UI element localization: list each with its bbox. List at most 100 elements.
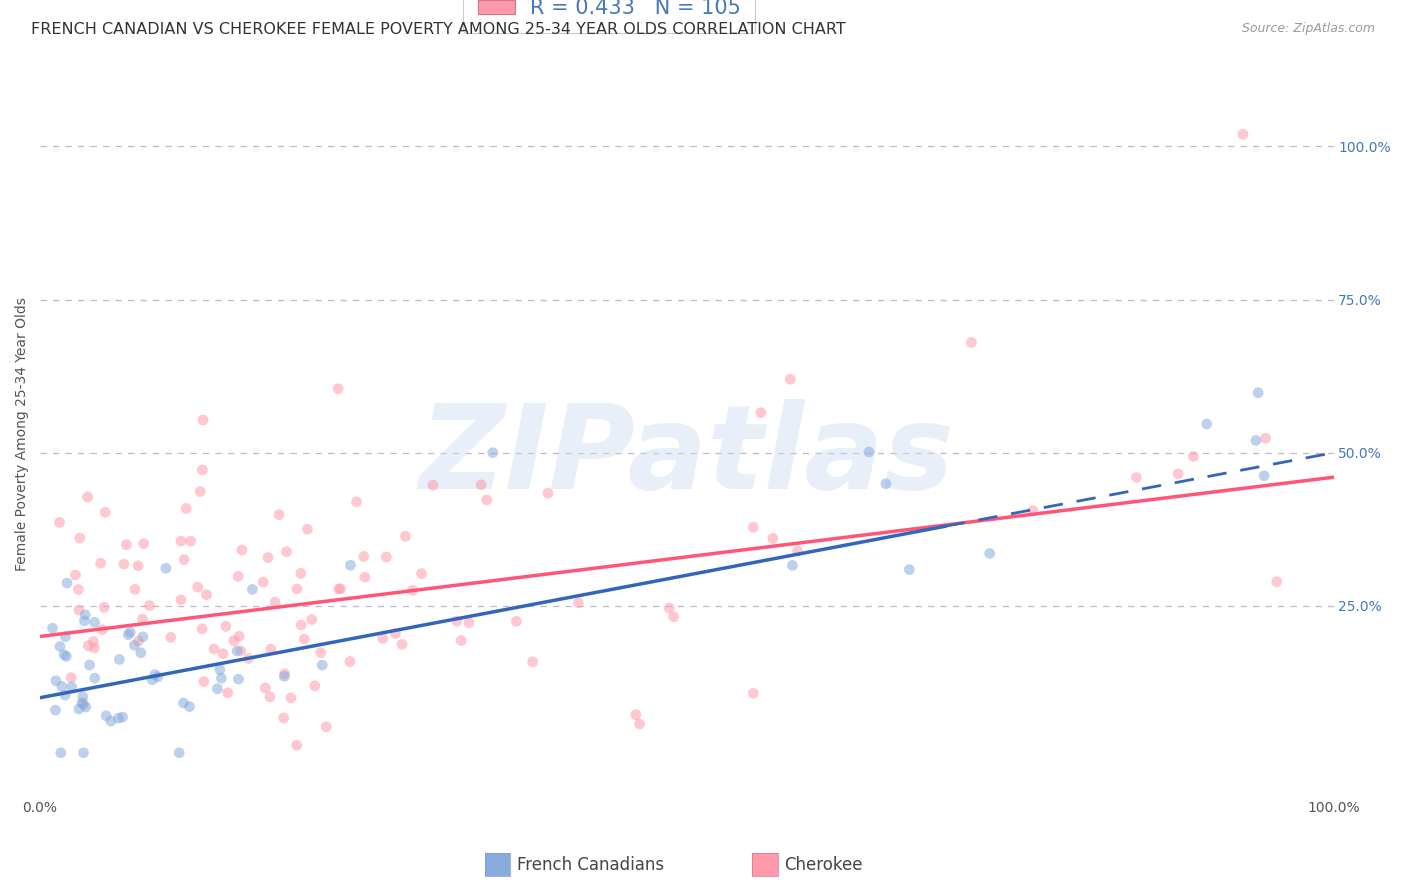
Point bbox=[73, 614, 96, 628]
Point bbox=[875, 476, 897, 491]
Point bbox=[309, 646, 332, 660]
Point bbox=[1195, 417, 1218, 431]
Point bbox=[60, 680, 83, 694]
Point bbox=[858, 445, 880, 459]
Point bbox=[269, 508, 291, 522]
Point bbox=[117, 628, 139, 642]
Point bbox=[537, 486, 560, 500]
Point bbox=[475, 492, 498, 507]
Point bbox=[49, 640, 72, 654]
Point bbox=[1247, 385, 1270, 400]
Point bbox=[292, 632, 315, 646]
Point bbox=[90, 556, 112, 570]
Point bbox=[391, 637, 413, 651]
Point bbox=[304, 679, 326, 693]
Point bbox=[226, 569, 249, 583]
Point bbox=[179, 699, 201, 714]
Point bbox=[180, 534, 202, 549]
Point bbox=[470, 478, 492, 492]
Point bbox=[115, 538, 138, 552]
Point bbox=[170, 534, 193, 549]
Point bbox=[96, 708, 118, 723]
Point bbox=[226, 644, 249, 658]
Text: ZIPatlas: ZIPatlas bbox=[419, 399, 955, 514]
Point bbox=[72, 746, 94, 760]
Point bbox=[228, 672, 250, 686]
Point bbox=[297, 522, 319, 536]
Point bbox=[329, 582, 352, 596]
Point bbox=[505, 615, 527, 629]
Point bbox=[141, 673, 163, 687]
Point bbox=[132, 630, 155, 644]
Point bbox=[112, 557, 135, 571]
Point bbox=[127, 634, 149, 648]
Point bbox=[100, 714, 122, 728]
Point bbox=[273, 666, 295, 681]
Point bbox=[195, 588, 218, 602]
Point bbox=[328, 582, 350, 596]
Point bbox=[326, 382, 349, 396]
Point bbox=[209, 671, 232, 685]
Point bbox=[624, 707, 647, 722]
Point bbox=[315, 720, 337, 734]
Legend: R = 0.505   N =   57, R = 0.433   N = 105: R = 0.505 N = 57, R = 0.433 N = 105 bbox=[463, 0, 755, 33]
Point bbox=[898, 563, 921, 577]
Point bbox=[187, 580, 209, 594]
Point bbox=[238, 651, 260, 665]
Point bbox=[91, 623, 114, 637]
Point bbox=[124, 638, 146, 652]
Point bbox=[188, 484, 211, 499]
Point bbox=[44, 703, 66, 717]
Point bbox=[375, 550, 398, 565]
Point bbox=[107, 711, 129, 725]
Text: FRENCH CANADIAN VS CHEROKEE FEMALE POVERTY AMONG 25-34 YEAR OLDS CORRELATION CHA: FRENCH CANADIAN VS CHEROKEE FEMALE POVER… bbox=[31, 22, 845, 37]
Point bbox=[222, 633, 245, 648]
Point bbox=[1254, 431, 1277, 445]
Point bbox=[83, 671, 105, 685]
Point bbox=[75, 700, 97, 714]
Point bbox=[111, 710, 134, 724]
Point bbox=[202, 642, 225, 657]
Point bbox=[65, 568, 87, 582]
Point bbox=[60, 671, 83, 685]
Point bbox=[276, 545, 298, 559]
Point bbox=[742, 686, 765, 700]
Point bbox=[394, 529, 416, 543]
Point bbox=[450, 633, 472, 648]
Point bbox=[658, 601, 681, 615]
Point bbox=[353, 549, 375, 564]
Point bbox=[1265, 574, 1288, 589]
Point bbox=[124, 582, 146, 597]
Point bbox=[131, 612, 153, 626]
Point bbox=[786, 544, 808, 558]
Point bbox=[191, 463, 214, 477]
Point bbox=[290, 618, 312, 632]
Point bbox=[242, 582, 264, 597]
Point bbox=[77, 639, 100, 653]
Point bbox=[193, 674, 215, 689]
Point bbox=[339, 655, 361, 669]
Point bbox=[49, 746, 72, 760]
Point bbox=[346, 495, 368, 509]
Point bbox=[120, 625, 142, 640]
Point bbox=[82, 634, 104, 648]
Point bbox=[45, 673, 67, 688]
Point bbox=[159, 631, 181, 645]
Point bbox=[55, 649, 77, 664]
Point bbox=[83, 615, 105, 630]
Point bbox=[170, 592, 193, 607]
Point bbox=[301, 613, 323, 627]
Point bbox=[48, 516, 70, 530]
Point bbox=[458, 615, 481, 630]
Point bbox=[742, 520, 765, 534]
Point bbox=[72, 698, 94, 712]
Point bbox=[628, 717, 651, 731]
Point bbox=[353, 570, 375, 584]
Point bbox=[83, 641, 105, 656]
Point bbox=[782, 558, 804, 573]
Point bbox=[384, 626, 406, 640]
Point bbox=[960, 335, 983, 350]
Point bbox=[143, 667, 166, 681]
Point bbox=[371, 632, 394, 646]
Point bbox=[79, 658, 101, 673]
